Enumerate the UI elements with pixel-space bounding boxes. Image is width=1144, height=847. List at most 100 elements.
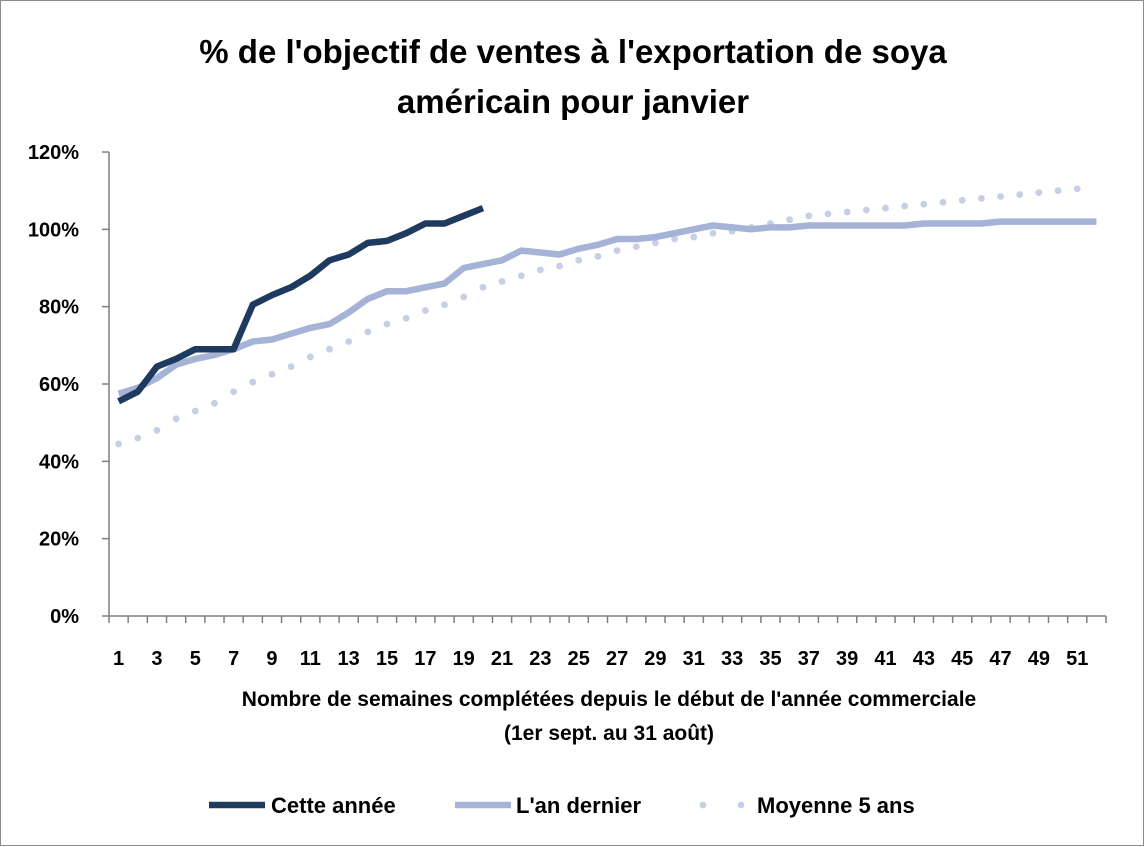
data-point [306,353,314,361]
data-point [1073,185,1081,193]
x-tick-label: 31 [683,648,705,670]
data-point [977,195,985,202]
data-point [613,247,621,255]
series-line [117,205,485,405]
data-point [939,198,947,206]
data-point [556,262,563,270]
legend-label: Moyenne 5 ans [757,793,915,818]
series-an-dernier [117,218,1097,397]
data-point [882,204,889,212]
data-point [191,407,199,415]
data-point [517,272,525,280]
data-point [632,243,640,251]
x-tick-label: 29 [644,648,666,670]
x-tick-label: 11 [300,648,321,670]
data-point [230,388,238,396]
data-point [920,200,928,208]
data-point [345,338,353,345]
y-tick-label: 20% [39,529,79,551]
chart-title-line-1: % de l'objectif de ventes à l'exportatio… [199,33,947,70]
data-point [441,301,448,309]
chart-title-line-2: américain pour janvier [397,83,749,120]
x-tick-label: 19 [453,648,475,670]
data-point [326,345,333,353]
data-point [134,434,142,442]
x-tick-label: 5 [190,648,201,670]
data-point [805,212,813,220]
x-tick-label: 39 [836,648,858,670]
data-point [383,320,391,328]
series-line [117,218,1097,397]
x-axis-ticks: 1 3 5 7 9 11 13 15 17 19 21 23 25 27 29 31 33 35 37 39 41 43 4… [108,616,1107,670]
data-point [172,415,180,423]
data-point [843,208,851,216]
series-cette-annee [117,205,485,405]
y-tick-label: 60% [39,374,79,396]
data-point [498,278,506,285]
data-point [364,328,372,336]
x-tick-label: 13 [338,648,360,670]
x-tick-label: 49 [1028,648,1050,670]
x-tick-label: 45 [951,648,973,670]
x-tick-label: 27 [606,648,628,670]
x-tick-label: 47 [989,648,1011,670]
data-point [479,283,487,291]
x-tick-label: 15 [376,648,398,670]
data-point [249,378,257,386]
x-tick-label: 25 [568,648,590,670]
data-point [115,440,122,448]
x-tick-label: 41 [874,648,896,670]
x-tick-label: 17 [414,648,436,670]
data-point [575,256,583,264]
data-point [421,307,429,314]
data-point [1054,187,1062,195]
data-point [997,193,1004,200]
y-tick-label: 40% [39,451,79,473]
x-tick-label: 21 [491,648,513,670]
data-point [958,196,966,204]
data-point [652,239,659,247]
data-point [709,229,717,237]
legend-label: Cette année [271,793,396,818]
data-point [211,399,218,407]
data-point [536,266,544,274]
x-tick-label: 37 [798,648,820,670]
x-tick-label: 23 [529,648,551,670]
legend-label: L'an dernier [516,793,641,818]
data-point [901,202,909,210]
y-tick-label: 0% [50,606,79,628]
series-layer [115,185,1097,448]
data-point [287,363,295,370]
data-point [153,427,161,434]
data-point [671,235,679,243]
x-tick-label: 35 [759,648,781,670]
data-point [460,293,468,301]
data-point [1035,189,1043,197]
x-tick-label: 3 [151,648,162,670]
x-axis-label-line-2: (1er sept. au 31 août) [504,722,714,745]
data-point [402,314,410,322]
data-point [862,206,870,214]
legend-swatch [737,801,745,809]
x-tick-label: 43 [913,648,935,670]
x-tick-label: 51 [1066,648,1088,670]
legend: Cette année L'an dernier Moyenne 5 ans [209,793,915,818]
x-axis-label-line-1: Nombre de semaines complétées depuis le … [242,688,976,711]
y-tick-label: 80% [39,297,79,319]
x-tick-label: 7 [228,648,239,670]
y-tick-label: 100% [28,219,79,241]
data-point [690,233,698,241]
legend-swatch [699,801,707,809]
data-point [268,370,276,378]
x-tick-label: 9 [266,648,277,670]
axes [108,152,1106,617]
data-point [594,253,602,260]
x-tick-label: 1 [113,648,124,670]
data-point [824,210,832,218]
series-moyenne-5-ans [115,185,1081,448]
x-tick-label: 33 [721,648,743,670]
y-tick-label: 120% [28,142,79,164]
data-point [786,216,794,224]
